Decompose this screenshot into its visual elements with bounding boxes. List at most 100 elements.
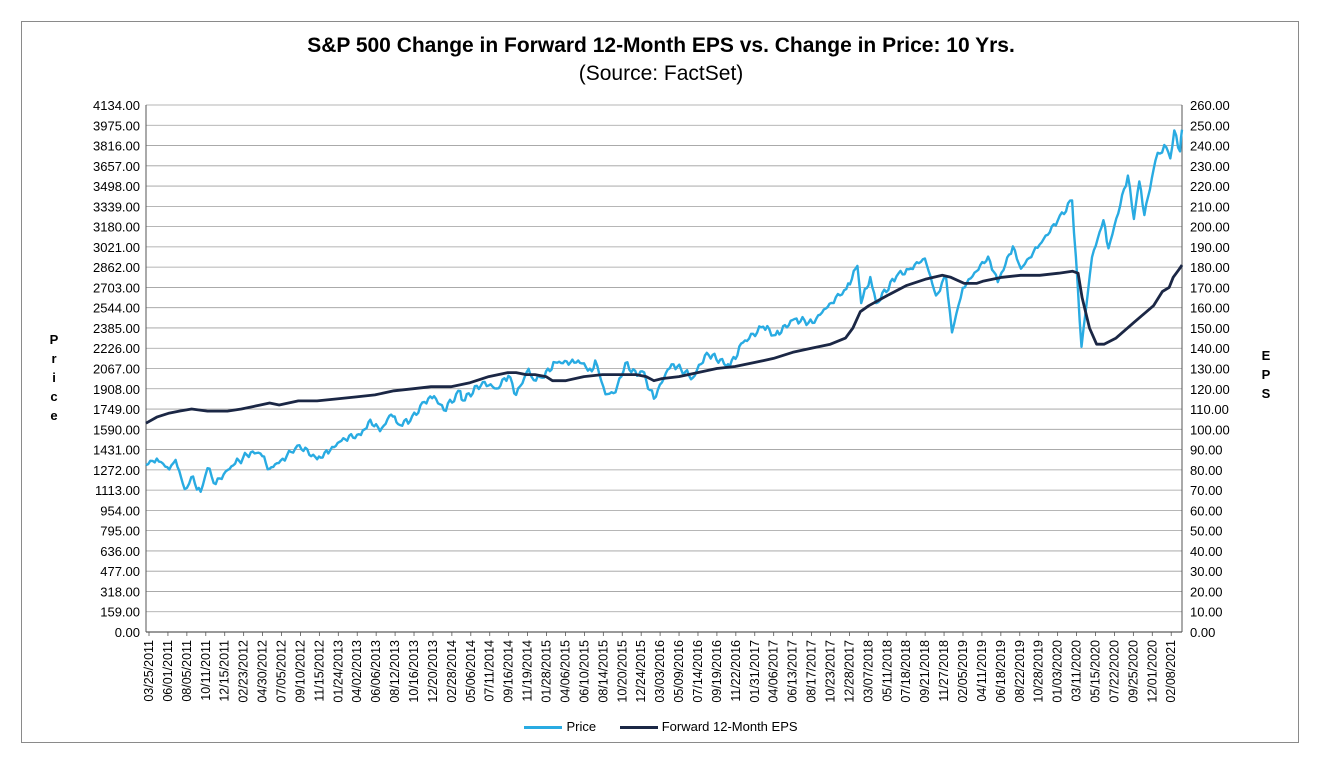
- y-right-tick-label: 120.00: [1190, 382, 1230, 397]
- x-tick-label: 01/03/2020: [1051, 640, 1065, 703]
- x-tick-label: 05/06/2014: [464, 640, 478, 703]
- y-left-tick-label: 3498.00: [93, 179, 140, 194]
- x-tick-label: 11/27/2018: [937, 640, 951, 702]
- y-left-tick-label: 2544.00: [93, 301, 140, 316]
- x-tick-label: 07/14/2016: [691, 640, 705, 703]
- y-right-tick-label: 110.00: [1190, 402, 1229, 417]
- x-tick-label: 04/30/2012: [256, 640, 270, 703]
- legend-item-price: Price: [524, 719, 596, 734]
- x-tick-label: 08/05/2011: [180, 640, 194, 702]
- chart-subtitle: (Source: FactSet): [578, 62, 744, 85]
- y-left-tick-label: 1431.00: [93, 443, 140, 458]
- x-tick-label: 09/10/2012: [293, 640, 307, 703]
- x-tick-label: 10/28/2019: [1032, 640, 1046, 703]
- x-tick-label: 07/18/2018: [899, 640, 913, 703]
- y-left-tick-label: 159.00: [100, 605, 140, 620]
- y-right-tick-label: 260.00: [1190, 98, 1230, 113]
- x-tick-label: 02/05/2019: [956, 640, 970, 703]
- y-right-tick-label: 180.00: [1190, 260, 1230, 275]
- legend-label-eps: Forward 12-Month EPS: [661, 719, 798, 735]
- x-tick-label: 01/28/2015: [540, 640, 554, 703]
- y-left-tick-label: 2862.00: [93, 260, 140, 275]
- y-right-tick-label: 50.00: [1190, 524, 1223, 539]
- x-tick-label: 09/25/2020: [1126, 640, 1140, 703]
- x-tick-label: 06/06/2013: [369, 640, 383, 703]
- y-right-tick-label: 90.00: [1190, 443, 1223, 458]
- y-left-tick-label: 1113.00: [95, 483, 140, 498]
- chart-frame: [21, 21, 1299, 743]
- x-tick-label: 03/07/2018: [861, 640, 875, 703]
- y-left-tick-label: 795.00: [100, 524, 140, 539]
- y-left-tick-label: 1908.00: [93, 382, 140, 397]
- x-tick-label: 05/15/2020: [1089, 640, 1103, 703]
- x-tick-label: 07/05/2012: [275, 640, 289, 703]
- y-left-tick-label: 477.00: [100, 564, 140, 579]
- x-tick-label: 06/18/2019: [994, 640, 1008, 703]
- y-right-tick-label: 30.00: [1190, 564, 1223, 579]
- x-tick-label: 11/22/2016: [729, 640, 743, 702]
- x-tick-label: 07/22/2020: [1107, 640, 1121, 703]
- x-tick-label: 11/19/2014: [521, 640, 535, 702]
- x-tick-label: 02/28/2014: [445, 640, 459, 703]
- y-left-tick-label: 2067.00: [93, 362, 140, 377]
- y-left-tick-label: 636.00: [100, 544, 140, 559]
- y-left-tick-label: 954.00: [100, 503, 140, 518]
- y-left-tick-label: 318.00: [100, 584, 140, 599]
- y-right-tick-label: 230.00: [1190, 159, 1230, 174]
- y-right-tick-label: 40.00: [1190, 544, 1223, 559]
- legend-label-price: Price: [566, 719, 597, 735]
- x-tick-label: 04/02/2013: [350, 640, 364, 703]
- y-left-tick-label: 2703.00: [93, 280, 140, 295]
- x-tick-label: 09/21/2018: [918, 640, 932, 703]
- x-tick-label: 05/09/2016: [672, 640, 686, 703]
- x-tick-label: 04/06/2017: [767, 640, 781, 703]
- y-left-tick-label: 1749.00: [93, 402, 140, 417]
- y-right-tick-label: 240.00: [1190, 139, 1230, 154]
- y-left-tick-label: 1272.00: [93, 463, 140, 478]
- x-tick-label: 12/15/2011: [218, 640, 232, 702]
- y-right-tick-label: 130.00: [1190, 362, 1230, 377]
- y-right-tick-label: 220.00: [1190, 179, 1230, 194]
- y-left-tick-label: 3657.00: [93, 159, 140, 174]
- x-tick-label: 12/28/2017: [842, 640, 856, 703]
- x-tick-label: 10/20/2015: [615, 640, 629, 703]
- x-tick-label: 03/11/2020: [1070, 640, 1084, 702]
- x-tick-label: 06/13/2017: [786, 640, 800, 703]
- y-left-tick-label: 3180.00: [93, 220, 140, 235]
- y-right-tick-label: 210.00: [1190, 199, 1230, 214]
- y-left-tick-label: 3816.00: [93, 139, 140, 154]
- x-tick-label: 03/25/2011: [142, 640, 156, 702]
- x-tick-label: 10/23/2017: [823, 640, 837, 703]
- x-tick-label: 01/24/2013: [331, 640, 345, 703]
- y-right-tick-label: 80.00: [1190, 463, 1223, 478]
- x-tick-label: 12/01/2020: [1145, 640, 1159, 703]
- x-tick-label: 08/17/2017: [805, 640, 819, 703]
- x-tick-label: 04/06/2015: [558, 640, 572, 703]
- x-tick-label: 04/11/2019: [975, 640, 989, 702]
- legend-swatch-eps: [619, 726, 658, 730]
- x-tick-label: 11/15/2012: [312, 640, 326, 702]
- y-right-tick-label: 10.00: [1190, 605, 1223, 620]
- y-right-tick-label: 140.00: [1190, 341, 1230, 356]
- chart-title: S&P 500 Change in Forward 12-Month EPS v…: [307, 34, 1015, 57]
- x-tick-label: 08/14/2015: [596, 640, 610, 703]
- y-left-tick-label: 3339.00: [93, 199, 140, 214]
- y-right-tick-label: 70.00: [1190, 483, 1223, 498]
- x-tick-label: 08/12/2013: [388, 640, 402, 703]
- legend-item-eps: Forward 12-Month EPS: [619, 719, 798, 735]
- x-tick-label: 07/11/2014: [483, 640, 497, 702]
- x-tick-label: 09/16/2014: [502, 640, 516, 703]
- y-right-tick-label: 0.00: [1190, 625, 1215, 640]
- y-left-tick-label: 1590.00: [93, 422, 140, 437]
- y-right-tick-label: 150.00: [1190, 321, 1230, 336]
- y-right-tick-label: 100.00: [1190, 422, 1230, 437]
- y-right-tick-label: 160.00: [1190, 301, 1230, 316]
- x-tick-label: 12/24/2015: [634, 640, 648, 703]
- y-left-tick-label: 4134.00: [93, 98, 140, 113]
- y-left-tick-label: 2385.00: [93, 321, 140, 336]
- x-tick-label: 08/22/2019: [1013, 640, 1027, 703]
- x-tick-label: 12/20/2013: [426, 640, 440, 703]
- x-tick-label: 03/03/2016: [653, 640, 667, 703]
- x-tick-label: 05/11/2018: [880, 640, 894, 702]
